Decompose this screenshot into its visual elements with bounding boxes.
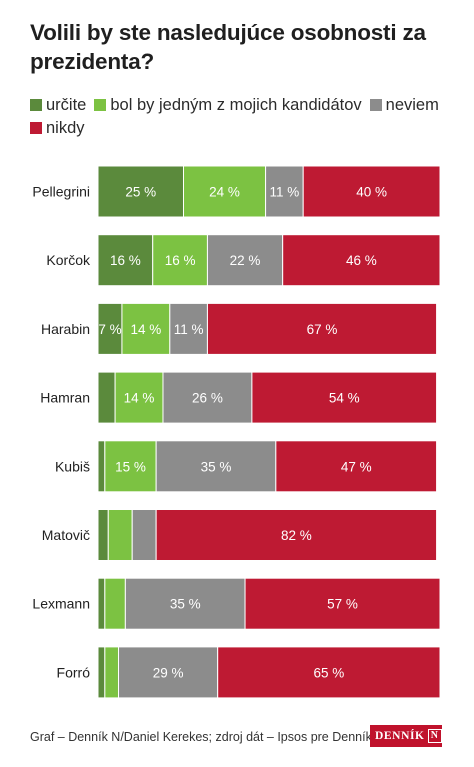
bar-segment [152,234,208,287]
bar-segment [155,440,277,493]
data-label: 7 % [98,322,121,337]
bar-segment [275,440,438,493]
data-label: 11 % [269,185,299,200]
bar-segment [302,165,441,218]
bar-segment [217,646,441,699]
data-label: 57 % [327,597,358,612]
brand-logo: DENNÍK N [370,725,442,747]
legend-item-2: neviem [369,94,439,117]
stacked-bar-chart: Pellegrini 25 % 24 % 11 % 40 % Korčok 16 % 16 %… [32,165,441,699]
data-label: 26 % [192,391,223,406]
bar-segment [97,440,106,493]
data-label: 14 % [130,322,161,337]
data-label: 25 % [125,185,156,200]
data-label: 11 % [174,322,204,337]
bar-segment [206,302,438,355]
bar-segment [104,577,126,630]
legend-item-0: určite [30,94,86,117]
data-label: 14 % [124,391,155,406]
bar-segment [97,646,106,699]
legend-swatch [94,99,107,111]
category-label: Harabin [41,321,90,337]
category-label: Pellegrini [32,184,90,200]
bar-segment [162,371,253,424]
data-label: 54 % [329,391,360,406]
data-label: 16 % [110,253,141,268]
bar-segment [118,646,219,699]
brand-mark-icon: N [427,729,442,743]
data-label: 67 % [307,322,338,337]
bar-segment [131,509,157,561]
bar-segment [104,646,120,699]
bar-segment [251,371,438,424]
category-label: Matovič [42,527,90,543]
data-label: 29 % [153,665,184,680]
bar-segment [206,234,284,287]
bar-segment [244,577,441,630]
bar-segment [265,165,304,218]
data-label: 65 % [313,665,344,680]
legend-label: nikdy [46,119,85,137]
bar-segment [97,371,116,424]
category-label: Lexmann [32,596,90,612]
bar-segment [169,302,208,355]
bar-segment [121,302,171,355]
bar-segment [114,371,164,424]
bar-segment [97,234,154,287]
legend-swatch [30,99,42,111]
category-label: Korčok [46,252,91,268]
data-label: 35 % [201,459,232,474]
data-label: 15 % [115,459,146,474]
bar-segment [107,509,133,561]
data-label: 24 % [209,185,240,200]
data-label: 40 % [356,185,387,200]
bar-segment [97,577,106,630]
legend-item-3: nikdy [30,117,85,140]
bar-segment [97,509,109,561]
category-label: Hamran [40,390,90,406]
category-label: Kubiš [55,458,90,474]
bar-segment [282,234,441,287]
legend-item-1: bol by jedným z mojich kandidátov [94,94,362,117]
bar-segment [97,165,184,218]
chart-legend: určite bol by jedným z mojich kandidátov n… [30,94,450,140]
data-label: 47 % [341,459,372,474]
legend-label: neviem [385,96,439,114]
source-credit: Graf – Denník N/Daniel Kerekes; zdroj dá… [30,730,385,744]
brand-name: DENNÍK [375,730,425,742]
legend-label: určite [46,96,87,114]
bar-segment [155,509,438,561]
bar-segment [124,577,246,630]
data-label: 16 % [165,253,196,268]
chart-title: Volili by ste nasledujúce osobnosti za p… [30,20,426,74]
data-label: 46 % [346,253,377,268]
category-label: Forró [57,664,91,680]
data-label: 22 % [230,253,261,268]
data-label: 35 % [170,597,201,612]
legend-label: bol by jedným z mojich kandidátov [110,96,362,114]
data-label: 82 % [281,528,312,543]
legend-swatch [369,99,382,111]
bar-segment [104,440,157,493]
legend-swatch [30,122,42,134]
bar-segment [183,165,267,218]
